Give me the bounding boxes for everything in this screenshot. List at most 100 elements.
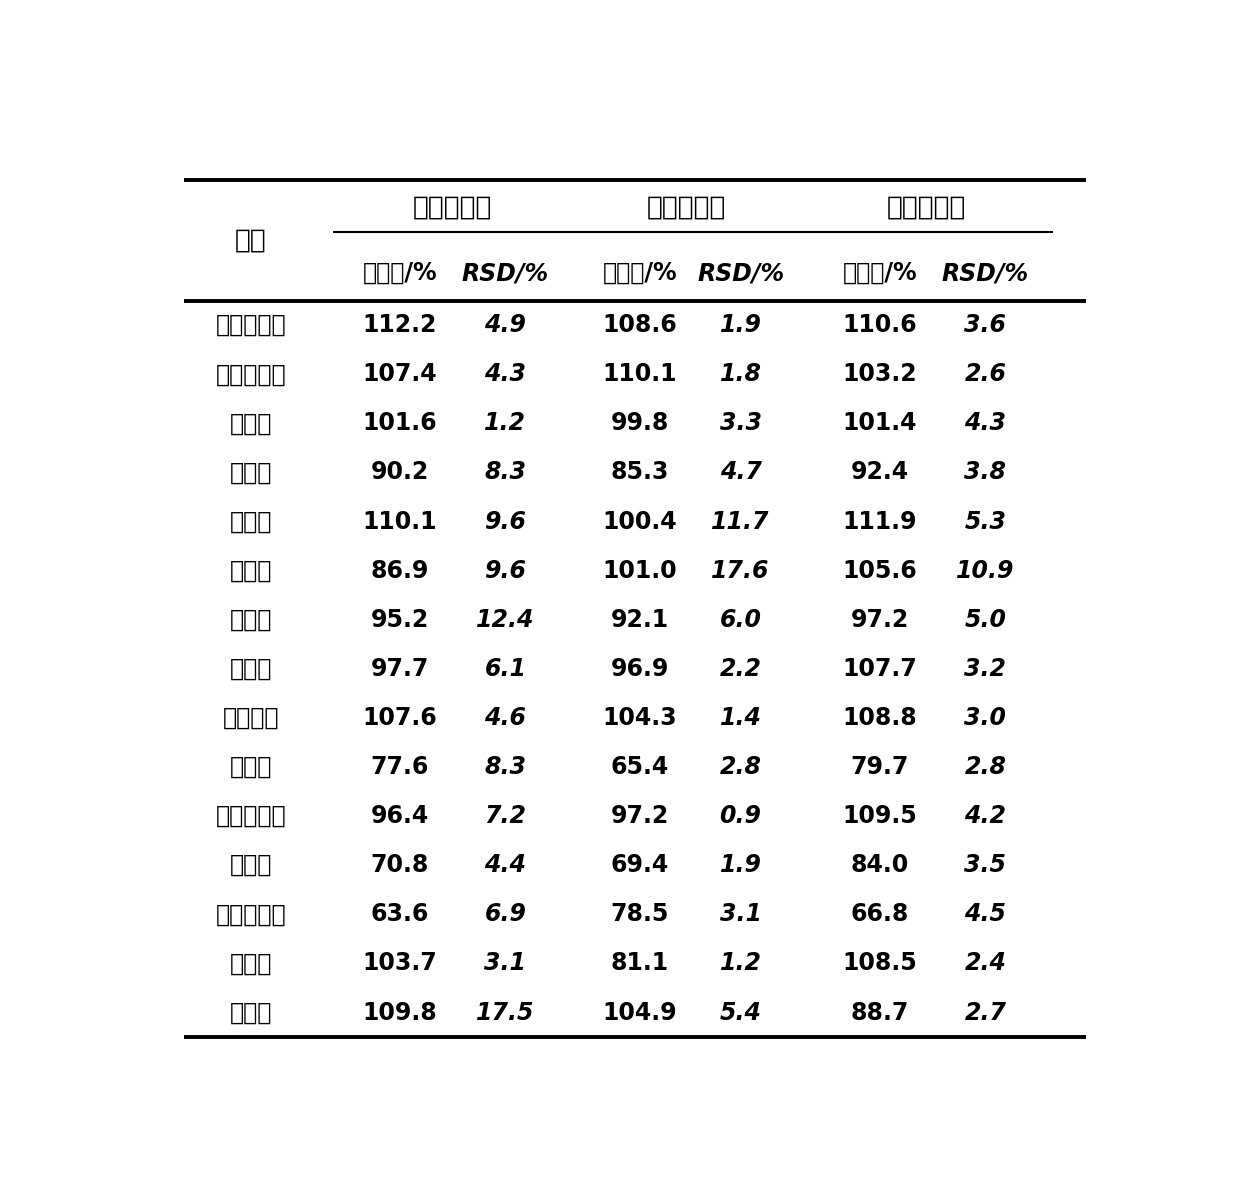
Text: 苯醚甲环唑: 苯醚甲环唑 [216, 903, 286, 927]
Text: 乙烯菌核利: 乙烯菌核利 [216, 362, 286, 386]
Text: 12.4: 12.4 [476, 607, 534, 631]
Text: 6.0: 6.0 [720, 607, 762, 631]
Text: 唑菌酮: 唑菌酮 [229, 1000, 273, 1024]
Text: 88.7: 88.7 [851, 1000, 909, 1024]
Text: 108.6: 108.6 [602, 313, 678, 337]
Text: 啶虫脒: 啶虫脒 [229, 755, 273, 779]
Text: 氯苯嘧啶醇: 氯苯嘧啶醇 [216, 804, 286, 828]
Text: 1.2: 1.2 [720, 952, 762, 975]
Text: 70.8: 70.8 [370, 853, 429, 878]
Text: 79.7: 79.7 [851, 755, 909, 779]
Text: 95.2: 95.2 [370, 607, 429, 631]
Text: 氟虫腈: 氟虫腈 [229, 461, 273, 485]
Text: 农药: 农药 [235, 227, 266, 254]
Text: 8.3: 8.3 [484, 755, 527, 779]
Text: 五氯硝基苯: 五氯硝基苯 [216, 313, 286, 337]
Text: 2.6: 2.6 [964, 362, 1006, 386]
Text: 2.4: 2.4 [964, 952, 1006, 975]
Text: 101.0: 101.0 [602, 559, 676, 582]
Text: 104.9: 104.9 [602, 1000, 676, 1024]
Text: 107.4: 107.4 [363, 362, 437, 386]
Text: 6.9: 6.9 [484, 903, 527, 927]
Text: 107.6: 107.6 [362, 706, 437, 730]
Text: 11.7: 11.7 [711, 510, 769, 534]
Text: 菌核净: 菌核净 [229, 411, 273, 436]
Text: 3.6: 3.6 [964, 313, 1006, 337]
Text: 7.2: 7.2 [484, 804, 527, 828]
Text: 4.4: 4.4 [484, 853, 527, 878]
Text: 100.4: 100.4 [602, 510, 676, 534]
Text: 1.9: 1.9 [720, 853, 762, 878]
Text: RSD/%: RSD/% [942, 261, 1030, 285]
Text: 咪鲜胺: 咪鲜胺 [229, 853, 273, 878]
Text: 108.8: 108.8 [843, 706, 917, 730]
Text: 103.2: 103.2 [843, 362, 917, 386]
Text: 3.0: 3.0 [964, 706, 1006, 730]
Text: 回收率/%: 回收率/% [602, 261, 676, 285]
Text: 10.9: 10.9 [957, 559, 1015, 582]
Text: 1.2: 1.2 [484, 411, 527, 436]
Text: RSD/%: RSD/% [698, 261, 784, 285]
Text: 5.4: 5.4 [720, 1000, 762, 1024]
Text: 101.6: 101.6 [363, 411, 437, 436]
Text: 1.9: 1.9 [720, 313, 762, 337]
Text: 17.5: 17.5 [476, 1000, 534, 1024]
Text: 高添加浓度: 高添加浓度 [887, 194, 966, 220]
Text: 9.6: 9.6 [484, 559, 527, 582]
Text: RSD/%: RSD/% [462, 261, 549, 285]
Text: 4.6: 4.6 [484, 706, 527, 730]
Text: 65.4: 65.4 [611, 755, 669, 779]
Text: 104.3: 104.3 [602, 706, 676, 730]
Text: 97.2: 97.2 [851, 607, 909, 631]
Text: 4.3: 4.3 [964, 411, 1006, 436]
Text: 108.5: 108.5 [843, 952, 917, 975]
Text: 2.7: 2.7 [964, 1000, 1006, 1024]
Text: 105.6: 105.6 [843, 559, 917, 582]
Text: 17.6: 17.6 [711, 559, 769, 582]
Text: 腈菌唑: 腈菌唑 [229, 607, 273, 631]
Text: 4.2: 4.2 [964, 804, 1006, 828]
Text: 85.3: 85.3 [611, 461, 669, 485]
Text: 中添加浓度: 中添加浓度 [647, 194, 726, 220]
Text: 107.7: 107.7 [843, 657, 917, 681]
Text: 5.0: 5.0 [964, 607, 1006, 631]
Text: 66.8: 66.8 [851, 903, 909, 927]
Text: 110.1: 110.1 [363, 510, 437, 534]
Text: 4.5: 4.5 [964, 903, 1006, 927]
Text: 97.7: 97.7 [370, 657, 429, 681]
Text: 99.8: 99.8 [611, 411, 669, 436]
Text: 回收率/%: 回收率/% [363, 261, 437, 285]
Text: 96.9: 96.9 [611, 657, 669, 681]
Text: 110.1: 110.1 [602, 362, 676, 386]
Text: 3.1: 3.1 [720, 903, 762, 927]
Text: 84.0: 84.0 [851, 853, 909, 878]
Text: 腐霉利: 腐霉利 [229, 510, 273, 534]
Text: 81.1: 81.1 [611, 952, 669, 975]
Text: 109.5: 109.5 [843, 804, 917, 828]
Text: 3.2: 3.2 [964, 657, 1006, 681]
Text: 103.7: 103.7 [362, 952, 437, 975]
Text: 1.4: 1.4 [720, 706, 762, 730]
Text: 96.4: 96.4 [370, 804, 429, 828]
Text: 63.6: 63.6 [370, 903, 429, 927]
Text: 78.5: 78.5 [611, 903, 669, 927]
Text: 90.2: 90.2 [370, 461, 429, 485]
Text: 112.2: 112.2 [363, 313, 437, 337]
Text: 3.3: 3.3 [720, 411, 762, 436]
Text: 77.6: 77.6 [370, 755, 429, 779]
Text: 1.8: 1.8 [720, 362, 762, 386]
Text: 4.7: 4.7 [720, 461, 762, 485]
Text: 86.9: 86.9 [370, 559, 429, 582]
Text: 多效唑: 多效唑 [229, 559, 273, 582]
Text: 9.6: 9.6 [484, 510, 527, 534]
Text: 氟吡菌胺: 氟吡菌胺 [223, 706, 279, 730]
Text: 4.9: 4.9 [484, 313, 527, 337]
Text: 2.8: 2.8 [964, 755, 1006, 779]
Text: 茚虫威: 茚虫威 [229, 952, 273, 975]
Text: 3.8: 3.8 [964, 461, 1006, 485]
Text: 5.3: 5.3 [964, 510, 1006, 534]
Text: 101.4: 101.4 [843, 411, 917, 436]
Text: 69.4: 69.4 [611, 853, 669, 878]
Text: 0.9: 0.9 [720, 804, 762, 828]
Text: 低添加浓度: 低添加浓度 [413, 194, 492, 220]
